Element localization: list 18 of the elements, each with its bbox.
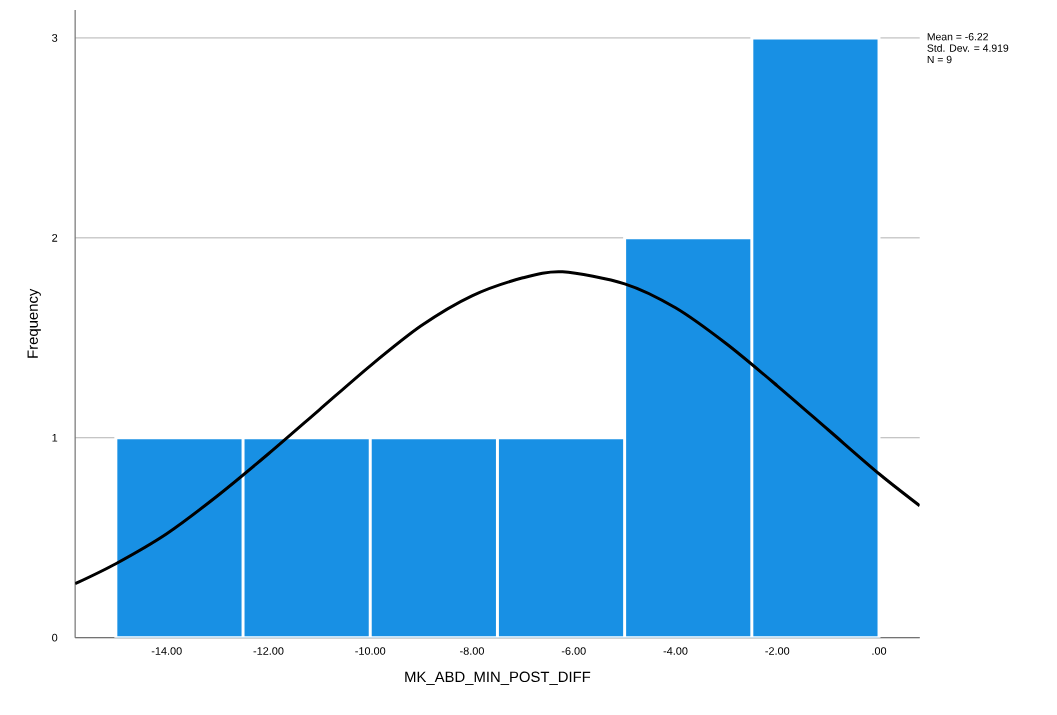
x-tick-label: -12.00 — [253, 647, 284, 655]
x-tick-label: -14.00 — [151, 647, 182, 655]
y-tick-label: 3 — [52, 33, 58, 42]
y-axis-title: Frequency — [27, 288, 41, 358]
x-tick-label: -10.00 — [355, 647, 386, 655]
x-tick-label: -8.00 — [460, 647, 484, 655]
text: Std. Dev. = 4.919 — [927, 44, 1009, 52]
text: N = 9 — [927, 55, 952, 64]
y-tick-label: 2 — [52, 233, 58, 242]
line-series — [75, 270, 920, 586]
x-tick-label: -4.00 — [663, 647, 688, 655]
x-tick-label: -2.00 — [765, 647, 790, 655]
x-tick-label: -6.00 — [561, 647, 586, 655]
x-tick-label: .00 — [872, 647, 887, 655]
y-tick-label: 1 — [52, 433, 58, 442]
y-tick-label: 0 — [52, 633, 58, 642]
text: Mean = -6.22 — [927, 32, 988, 41]
x-axis-title: MK_ABD_MIN_POST_DIFF — [405, 671, 591, 685]
